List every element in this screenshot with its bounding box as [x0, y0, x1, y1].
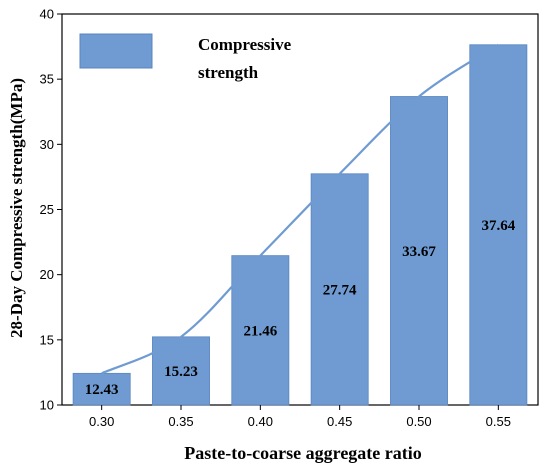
y-axis: 10 15 20 25 30 35 40: [40, 7, 62, 413]
bar-value-label: 37.64: [481, 218, 515, 234]
bar-value-label: 15.23: [164, 364, 198, 380]
bar-value-label: 27.74: [323, 282, 357, 298]
x-tick-label: 0.50: [406, 414, 431, 429]
x-tick-label: 0.45: [327, 414, 352, 429]
bar-0.50: [390, 96, 448, 406]
bar-value-label: 12.43: [85, 382, 119, 398]
legend-swatch: [79, 33, 153, 69]
bar-labels: 12.43 15.23 21.46 27.74 33.67 37.64: [85, 218, 516, 398]
x-tick-label: 0.40: [248, 414, 273, 429]
x-tick-label: 0.30: [89, 414, 114, 429]
y-tick-label: 15: [40, 332, 54, 347]
bars: [72, 44, 528, 406]
x-tick-label: 0.35: [168, 414, 193, 429]
x-axis: 0.30 0.35 0.40 0.45 0.50 0.55: [89, 405, 511, 429]
bar-0.45: [310, 173, 369, 406]
trend-line: [101, 43, 499, 375]
y-axis-title: 28-Day Compressive strength(MPa): [7, 78, 26, 338]
legend-label-line2: strength: [198, 63, 259, 82]
x-tick-label: 0.55: [486, 414, 511, 429]
y-tick-label: 10: [40, 398, 54, 413]
plot-frame: [61, 13, 539, 406]
y-tick-label: 20: [40, 267, 54, 282]
bar-value-label: 33.67: [402, 244, 436, 260]
bar-0.30: [72, 372, 131, 406]
bar-value-label: 21.46: [243, 323, 277, 339]
y-tick-label: 30: [40, 137, 54, 152]
y-tick-label: 25: [40, 202, 54, 217]
x-axis-title: Paste-to-coarse aggregate ratio: [184, 443, 422, 463]
legend: Compressive strength: [79, 33, 292, 82]
bar-0.55: [469, 44, 528, 406]
plot-area: [61, 13, 539, 406]
y-tick-label: 40: [40, 7, 54, 22]
legend-label-line1: Compressive: [198, 35, 292, 54]
y-tick-label: 35: [40, 72, 54, 87]
